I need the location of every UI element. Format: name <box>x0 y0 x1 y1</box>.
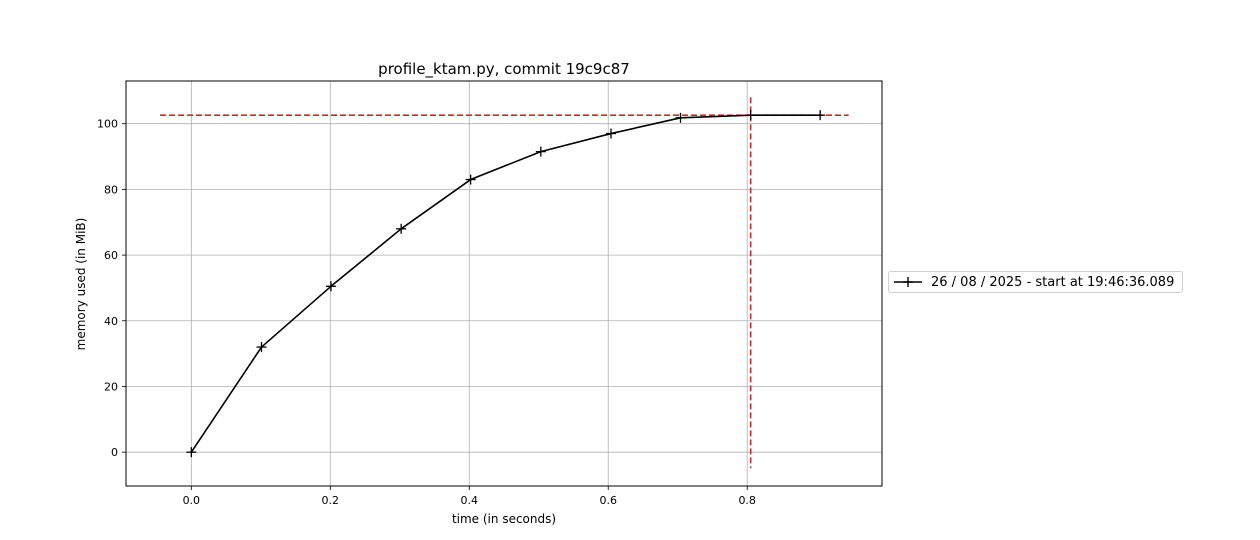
y-axis-label: memory used (in MiB) <box>74 218 88 351</box>
legend: 26 / 08 / 2025 - start at 19:46:36.089 <box>888 271 1184 293</box>
series-line <box>190 114 821 453</box>
x-tick-label: 0.6 <box>599 494 617 507</box>
data-point-marker <box>465 174 476 185</box>
x-tick-label: 0.4 <box>461 494 479 507</box>
grid-layer <box>126 81 882 486</box>
y-tick-label: 40 <box>104 315 118 328</box>
data-point-marker <box>745 110 756 121</box>
data-point-marker <box>396 223 407 234</box>
series-layer <box>186 110 826 458</box>
x-tick-label: 0.2 <box>322 494 340 507</box>
plot-frame <box>125 80 883 487</box>
data-point-marker <box>325 281 336 292</box>
y-tick-label: 60 <box>104 249 118 262</box>
chart-title: profile_ktam.py, commit 19c9c87 <box>378 60 630 79</box>
annotation-layer <box>160 97 849 469</box>
data-point-marker <box>256 342 267 353</box>
data-point-marker <box>815 110 826 121</box>
legend-entry-label: 26 / 08 / 2025 - start at 19:46:36.089 <box>931 274 1175 290</box>
x-axis-label: time (in seconds) <box>452 512 556 526</box>
tick-layer: 0.0 0.2 0.4 0.6 0.8 0 20 40 60 80 100 <box>97 118 756 507</box>
data-point-marker <box>186 447 197 458</box>
x-tick-label: 0.0 <box>183 494 201 507</box>
y-tick-label: 0 <box>111 446 118 459</box>
y-tick-label: 20 <box>104 380 118 393</box>
y-tick-label: 100 <box>97 118 118 131</box>
data-point-marker <box>675 112 686 123</box>
x-tick-label: 0.8 <box>738 494 756 507</box>
legend-line-marker-icon <box>894 277 922 287</box>
y-tick-label: 80 <box>104 183 118 196</box>
data-point-marker <box>535 146 546 157</box>
data-point-marker <box>606 128 617 139</box>
